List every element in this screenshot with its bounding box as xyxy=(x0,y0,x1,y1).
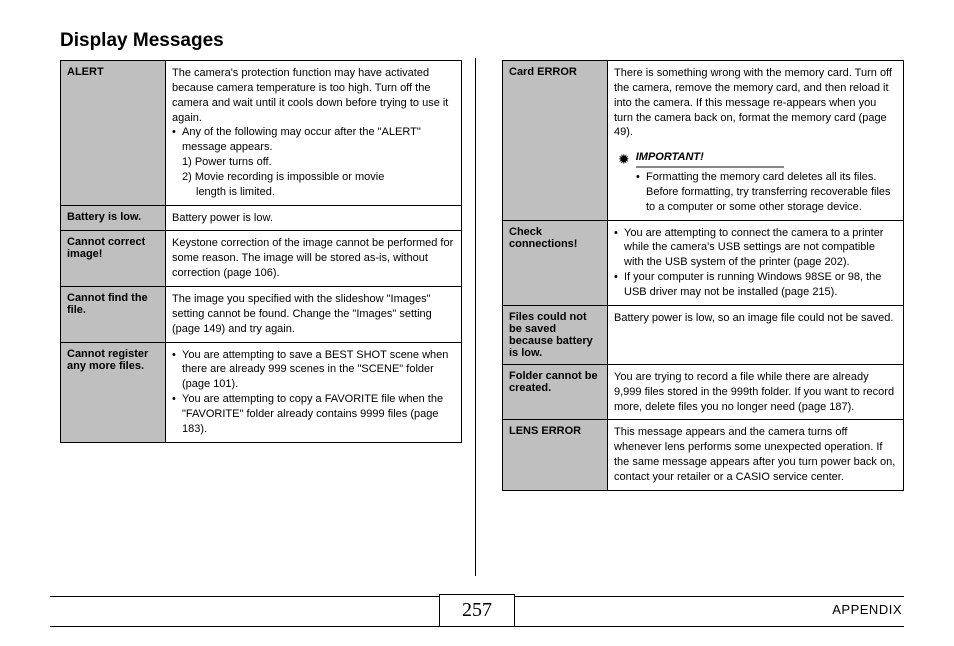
message-description: Battery power is low, so an image file c… xyxy=(608,305,904,364)
left-column: ALERTThe camera's protection function ma… xyxy=(60,60,462,491)
right-messages-table: Card ERRORThere is something wrong with … xyxy=(502,60,904,491)
message-description: Battery power is low. xyxy=(166,205,462,231)
message-label: Files could not be saved because battery… xyxy=(503,305,608,364)
message-row: Files could not be saved because battery… xyxy=(503,305,904,364)
message-label: LENS ERROR xyxy=(503,420,608,490)
message-label: Battery is low. xyxy=(61,205,166,231)
message-label: Check connections! xyxy=(503,220,608,305)
message-row: Cannot find the file.The image you speci… xyxy=(61,286,462,342)
message-label: Card ERROR xyxy=(503,61,608,221)
message-label: ALERT xyxy=(61,61,166,206)
appendix-label: APPENDIX xyxy=(832,602,902,617)
message-row: ALERTThe camera's protection function ma… xyxy=(61,61,462,206)
message-label: Cannot correct image! xyxy=(61,231,166,287)
message-row: LENS ERRORThis message appears and the c… xyxy=(503,420,904,490)
page-number: 257 xyxy=(439,594,515,627)
message-label: Cannot find the file. xyxy=(61,286,166,342)
message-row: Folder cannot be created.You are trying … xyxy=(503,364,904,420)
right-column: Card ERRORThere is something wrong with … xyxy=(502,60,904,491)
content-columns: ALERTThe camera's protection function ma… xyxy=(60,60,904,491)
message-description: Keystone correction of the image cannot … xyxy=(166,231,462,287)
message-row: Check connections!You are attempting to … xyxy=(503,220,904,305)
message-row: Cannot register any more files.You are a… xyxy=(61,342,462,442)
message-label: Folder cannot be created. xyxy=(503,364,608,420)
message-description: You are attempting to save a BEST SHOT s… xyxy=(166,342,462,442)
page-title: Display Messages xyxy=(60,30,904,52)
message-row: Cannot correct image!Keystone correction… xyxy=(61,231,462,287)
message-description: There is something wrong with the memory… xyxy=(608,61,904,221)
column-divider xyxy=(475,58,476,576)
message-row: Battery is low.Battery power is low. xyxy=(61,205,462,231)
message-description: The image you specified with the slidesh… xyxy=(166,286,462,342)
message-description: You are attempting to connect the camera… xyxy=(608,220,904,305)
page-footer: 257 APPENDIX xyxy=(0,596,954,634)
message-description: The camera's protection function may hav… xyxy=(166,61,462,206)
left-messages-table: ALERTThe camera's protection function ma… xyxy=(60,60,462,443)
message-label: Cannot register any more files. xyxy=(61,342,166,442)
message-description: This message appears and the camera turn… xyxy=(608,420,904,490)
message-description: You are trying to record a file while th… xyxy=(608,364,904,420)
message-row: Card ERRORThere is something wrong with … xyxy=(503,61,904,221)
